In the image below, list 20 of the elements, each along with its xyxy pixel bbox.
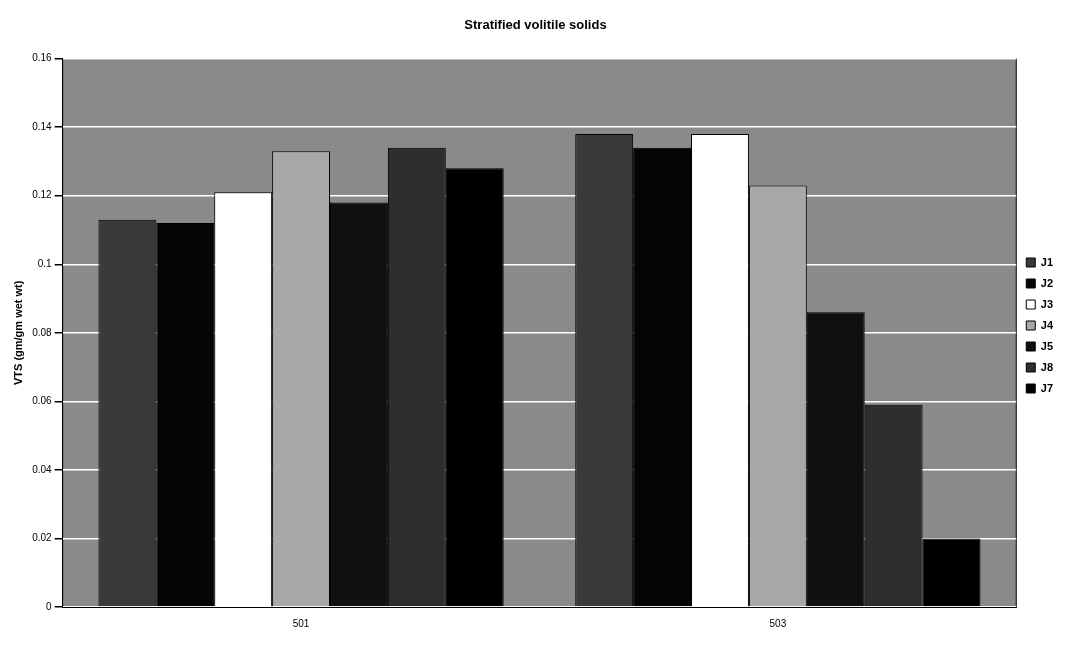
legend-label: J4 (1040, 318, 1054, 331)
legend-label: J7 (1040, 381, 1054, 394)
y-tick-label: 0.16 (32, 52, 53, 64)
y-tick-label: 0.08 (32, 326, 53, 338)
y-tick-label: 0.04 (32, 463, 53, 475)
legend-label: J2 (1040, 276, 1054, 289)
y-axis-title: VTS (gm/gm wet wt) (11, 280, 24, 386)
legend-label: J3 (1040, 297, 1054, 310)
y-tick-label: 0 (46, 600, 53, 612)
x-tick-label: 503 (769, 617, 787, 629)
y-tick-label: 0.02 (32, 532, 53, 544)
y-tick-label: 0.1 (37, 258, 53, 269)
legend-label: J1 (1040, 255, 1054, 268)
y-tick-label: 0.14 (32, 120, 53, 132)
legend-label: J5 (1040, 339, 1054, 352)
legend-label: J8 (1040, 360, 1054, 373)
y-tick-label: 0.12 (32, 189, 53, 201)
y-tick-label: 0.06 (32, 395, 53, 407)
x-tick-label: 501 (292, 617, 310, 629)
chart-title: Stratified volitile solids (464, 17, 607, 33)
